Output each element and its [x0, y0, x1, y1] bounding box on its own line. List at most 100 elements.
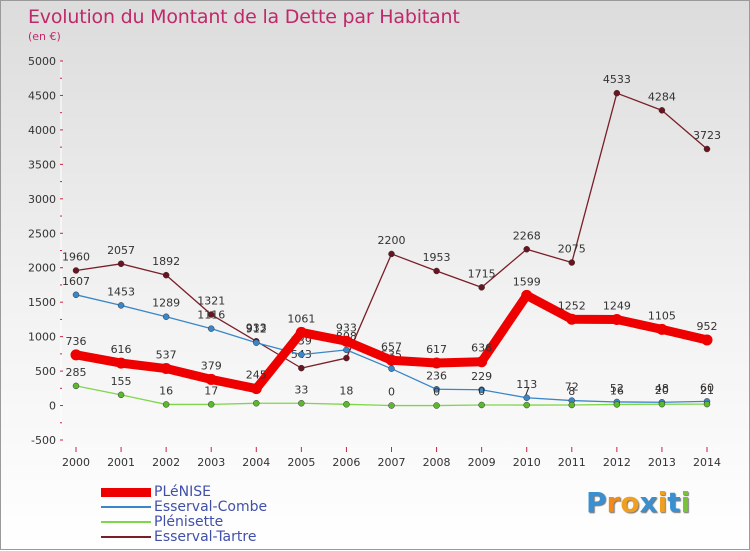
y-tick-label: -500: [31, 434, 56, 447]
data-point-pl-nise: [701, 334, 713, 346]
chart-title: Evolution du Montant de la Dette par Hab…: [28, 6, 460, 28]
data-point-pl-nisette: [117, 391, 125, 399]
data-point-pl-nise: [656, 323, 668, 335]
data-label-esserval-combe: 229: [471, 370, 492, 383]
data-point-pl-nisette: [343, 401, 350, 408]
data-label-pl-nise: 245: [246, 369, 267, 382]
data-point-esserval-tartre: [117, 260, 125, 268]
x-tick-label: 2001: [107, 456, 135, 469]
data-label-esserval-tartre: 1892: [152, 255, 180, 268]
data-label-pl-nise: 1105: [648, 309, 676, 322]
x-tick-label: 2005: [287, 456, 315, 469]
data-label-pl-nisette: 0: [478, 385, 485, 398]
data-point-esserval-combe: [207, 325, 215, 332]
data-point-pl-nise: [566, 313, 578, 325]
data-label-pl-nise: 379: [201, 359, 222, 372]
data-point-esserval-combe: [343, 346, 350, 354]
data-point-pl-nisette: [658, 400, 666, 408]
y-tick-label: 3500: [28, 158, 56, 171]
x-tick-label: 2010: [513, 456, 541, 469]
data-label-esserval-combe: 1607: [62, 275, 90, 288]
data-point-pl-nisette: [568, 401, 576, 409]
data-label-esserval-tartre: 1321: [197, 295, 225, 308]
chart-subtitle: (en €): [28, 30, 61, 43]
x-tick-label: 2004: [242, 456, 270, 469]
data-label-pl-nisette: 155: [111, 375, 132, 388]
data-label-pl-nise: 1252: [558, 299, 586, 312]
legend-swatch-esserval-combe: [101, 506, 151, 508]
data-label-esserval-tartre: 933: [246, 321, 267, 334]
data-point-esserval-combe: [478, 386, 485, 394]
data-point-esserval-tartre: [523, 246, 530, 253]
data-label-pl-nisette: 17: [204, 384, 218, 397]
data-label-esserval-tartre: 2200: [378, 234, 406, 247]
x-tick-label: 2006: [332, 456, 360, 469]
data-point-esserval-tartre: [433, 267, 440, 275]
data-point-esserval-tartre: [72, 267, 80, 274]
data-point-pl-nise: [521, 289, 533, 301]
logo-letter: x: [639, 486, 658, 519]
x-tick-label: 2008: [423, 456, 451, 469]
x-tick-label: 2002: [152, 456, 180, 469]
x-tick-label: 2013: [648, 456, 676, 469]
data-point-esserval-combe: [388, 365, 395, 372]
x-tick-label: 2012: [603, 456, 631, 469]
data-point-esserval-tartre: [298, 364, 305, 372]
data-point-pl-nisette: [478, 401, 485, 409]
data-label-pl-nise: 617: [426, 343, 447, 356]
logo-letter: i: [680, 486, 691, 519]
x-tick-label: 2003: [197, 456, 225, 469]
x-tick-label: 2011: [558, 456, 586, 469]
y-tick-label: 3000: [28, 193, 56, 206]
y-tick-label: 2500: [28, 227, 56, 240]
legend-swatch-plenise: [101, 487, 151, 497]
data-label-pl-nisette: 18: [339, 384, 353, 397]
data-point-pl-nise: [431, 357, 443, 369]
data-label-esserval-combe: 912: [246, 323, 267, 336]
data-label-pl-nisette: 285: [66, 366, 87, 379]
data-label-esserval-tartre: 1960: [62, 250, 90, 263]
data-point-pl-nisette: [388, 402, 395, 409]
data-point-esserval-combe: [162, 313, 170, 320]
data-label-pl-nisette: 16: [610, 384, 624, 397]
data-point-pl-nisette: [523, 401, 530, 409]
data-point-pl-nise: [340, 335, 352, 347]
data-point-esserval-tartre: [207, 311, 215, 318]
data-label-pl-nisette: 21: [700, 384, 714, 397]
data-label-pl-nise: 933: [336, 321, 357, 334]
proxiti-logo: Proxiti: [586, 486, 690, 519]
data-label-pl-nisette: 16: [159, 384, 173, 397]
logo-letter: r: [606, 486, 621, 519]
y-tick-label: 4500: [28, 89, 56, 102]
y-tick-label: 500: [35, 365, 56, 378]
legend-label-esserval-combe: Esserval-Combe: [154, 499, 268, 515]
data-label-pl-nise: 657: [381, 340, 402, 353]
data-point-pl-nise: [250, 383, 262, 395]
data-label-pl-nise: 1599: [513, 275, 541, 288]
data-label-esserval-combe: 52: [610, 382, 624, 395]
data-label-esserval-tartre: 4533: [603, 73, 631, 86]
legend-swatch-esserval-tartre: [101, 536, 151, 538]
data-label-esserval-tartre: 2057: [107, 244, 135, 257]
data-label-pl-nise: 636: [471, 342, 492, 355]
data-point-esserval-tartre: [568, 259, 576, 266]
data-point-esserval-combe: [117, 302, 125, 309]
logo-letter: o: [620, 486, 640, 519]
data-point-pl-nisette: [207, 401, 215, 408]
y-tick-label: 1500: [28, 296, 56, 309]
data-point-pl-nisette: [162, 401, 170, 408]
data-point-pl-nisette: [298, 400, 305, 407]
data-label-pl-nise: 537: [156, 349, 177, 362]
data-label-esserval-combe: 236: [426, 369, 447, 382]
data-point-pl-nisette: [433, 402, 440, 409]
series-line-esserval-tartre: [75, 92, 708, 369]
data-point-pl-nise: [205, 373, 217, 385]
logo-letter: P: [586, 486, 607, 519]
data-label-esserval-tartre: 1715: [468, 267, 496, 280]
legend-label-esserval-tartre: Esserval-Tartre: [154, 529, 257, 545]
data-point-esserval-tartre: [703, 145, 711, 153]
data-point-pl-nise: [160, 363, 172, 375]
legend-label-plenise: PLéNISE: [154, 484, 211, 500]
